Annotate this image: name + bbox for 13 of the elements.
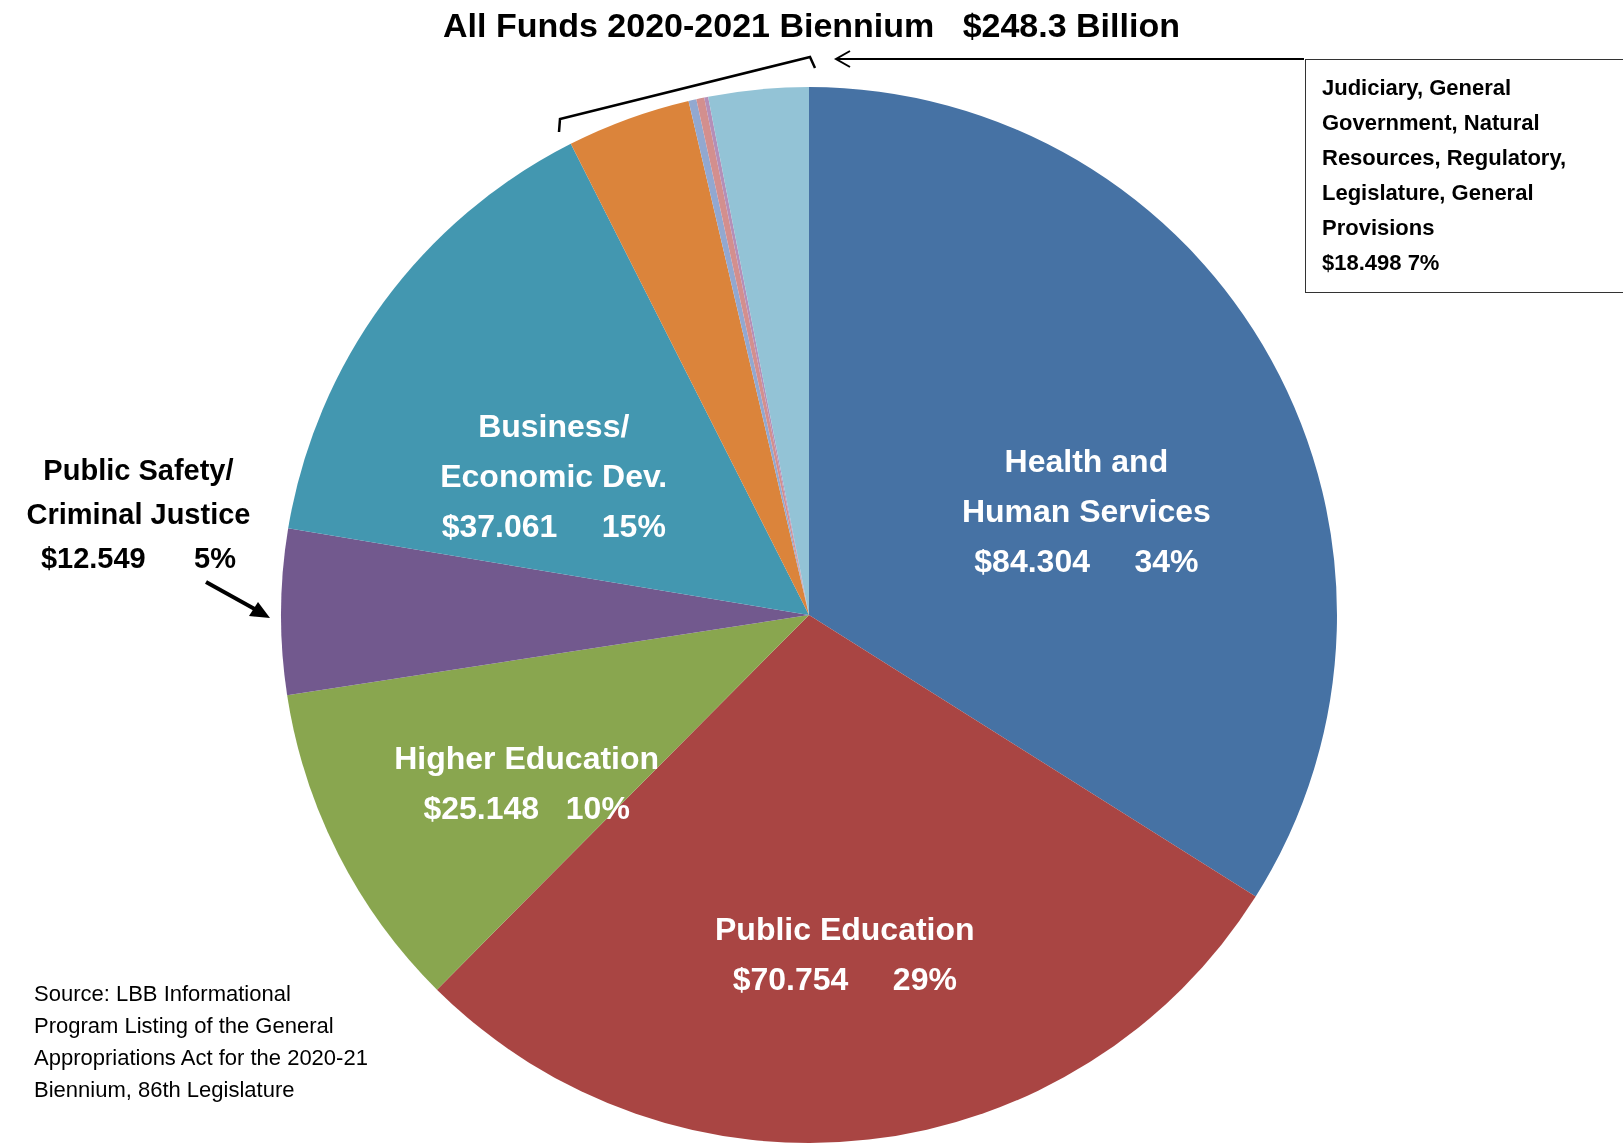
data-label: $12.549 5% [40,541,237,574]
chart-title: All Funds 2020-2021 Biennium $248.3 Billion [442,6,1181,45]
data-label: $70.754 29% [732,960,957,997]
slice-label: Business/ Economic Dev. [440,408,668,495]
slice-label: Public Education [715,910,975,947]
slice-label: Higher Education [394,739,660,776]
data-label: $37.061 15% [441,508,666,545]
pie-slice [288,143,809,615]
data-label: $84.304 34% [974,542,1199,579]
source-note: Source: LBB Informational Program Listing of the General Appropriations Act for the 2020-21 Biennium, 86th Legislature [34,980,369,1104]
slice-label: Public Safety/ Criminal Justice [26,453,251,530]
text: Judiciary, General Government, Natural Resources, Regulatory, Legislature, General Provisions $18.498 7% [1305,59,1623,293]
slice-label: Health and Human Services [961,442,1211,529]
